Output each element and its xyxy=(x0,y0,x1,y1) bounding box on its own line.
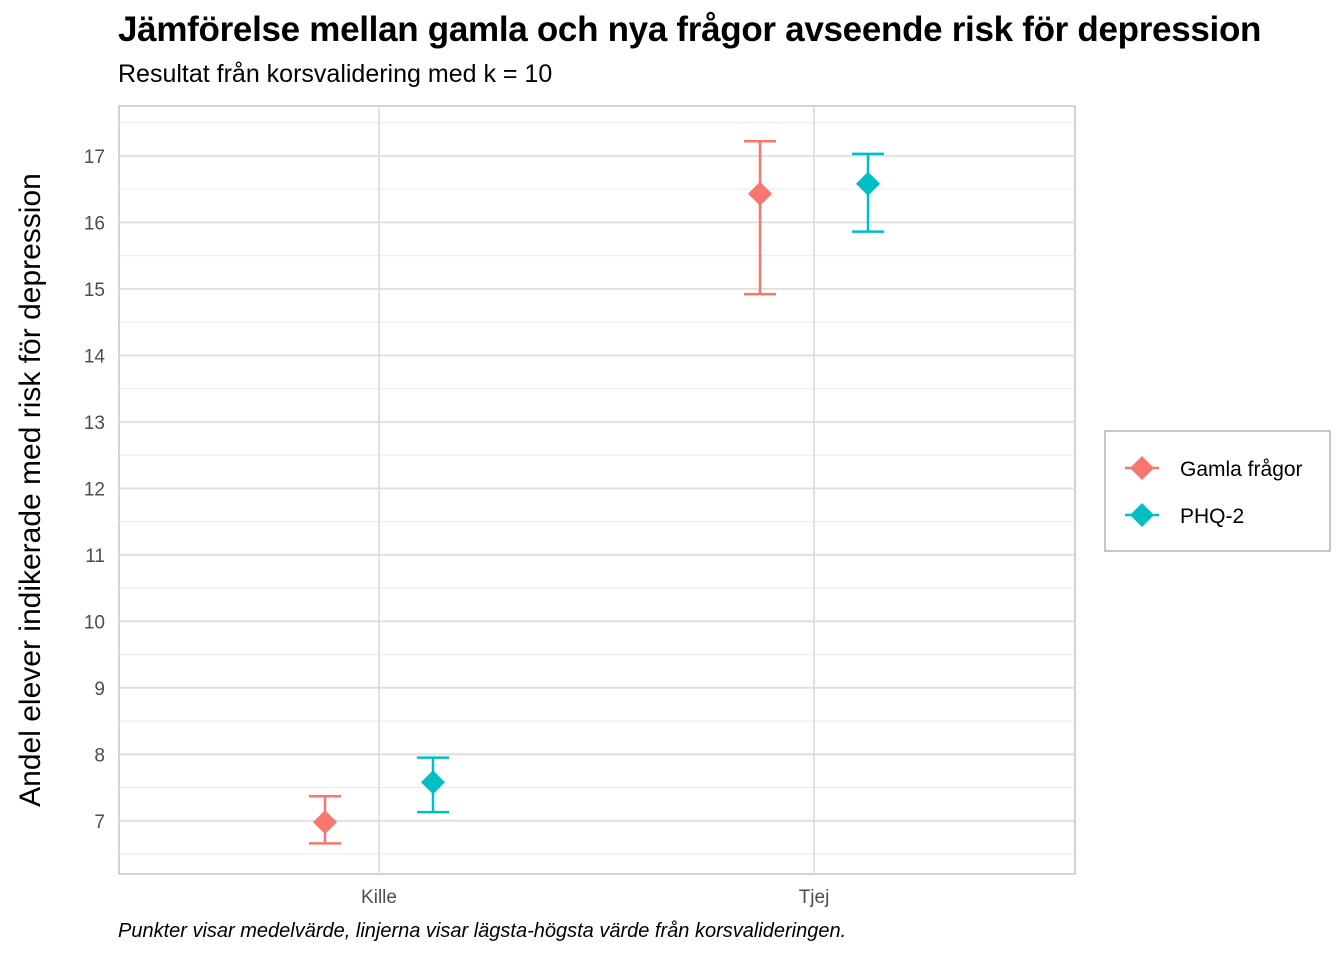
chart-title: Jämförelse mellan gamla och nya frågor a… xyxy=(118,10,1262,49)
y-tick-label: 15 xyxy=(84,280,105,301)
chart-subtitle: Resultat från korsvalidering med k = 10 xyxy=(118,60,553,88)
y-tick-label: 10 xyxy=(84,612,105,633)
chart-caption: Punkter visar medelvärde, linjerna visar… xyxy=(118,920,847,942)
legend-label-phq2: PHQ-2 xyxy=(1180,505,1244,528)
y-tick-label: 9 xyxy=(94,679,105,700)
plot-panel xyxy=(118,105,1076,875)
grid-major xyxy=(119,106,1075,874)
legend: Gamla frågor PHQ-2 xyxy=(1104,430,1331,552)
legend-key-diamond-phq2 xyxy=(1130,503,1154,527)
y-tick-label: 8 xyxy=(94,745,105,766)
y-tick-label: 7 xyxy=(94,812,105,833)
y-tick-label: 13 xyxy=(84,413,105,434)
x-tick-label: Kille xyxy=(361,887,397,908)
mean-point-diamond xyxy=(748,181,772,206)
data-marks xyxy=(309,139,884,845)
mean-point-diamond xyxy=(856,171,880,196)
y-axis-ticks: 7 8 9 10 11 12 13 14 15 16 17 xyxy=(84,147,106,833)
legend-key-diamond-gamla xyxy=(1130,456,1154,480)
y-tick-label: 16 xyxy=(84,213,105,234)
grid-minor xyxy=(119,122,1075,855)
legend-label-gamla: Gamla frågor xyxy=(1180,458,1303,481)
mean-point-diamond xyxy=(421,770,445,795)
mean-point-diamond xyxy=(313,810,337,835)
y-axis-label: Andel elever indikerade med risk för dep… xyxy=(14,173,47,807)
x-axis-ticks: Kille Tjej xyxy=(361,887,829,908)
y-tick-label: 17 xyxy=(84,147,105,168)
legend-box xyxy=(1104,430,1331,552)
x-tick-label: Tjej xyxy=(799,887,830,908)
y-tick-label: 14 xyxy=(84,346,106,367)
y-tick-label: 12 xyxy=(84,479,105,500)
y-tick-label: 11 xyxy=(85,546,105,567)
